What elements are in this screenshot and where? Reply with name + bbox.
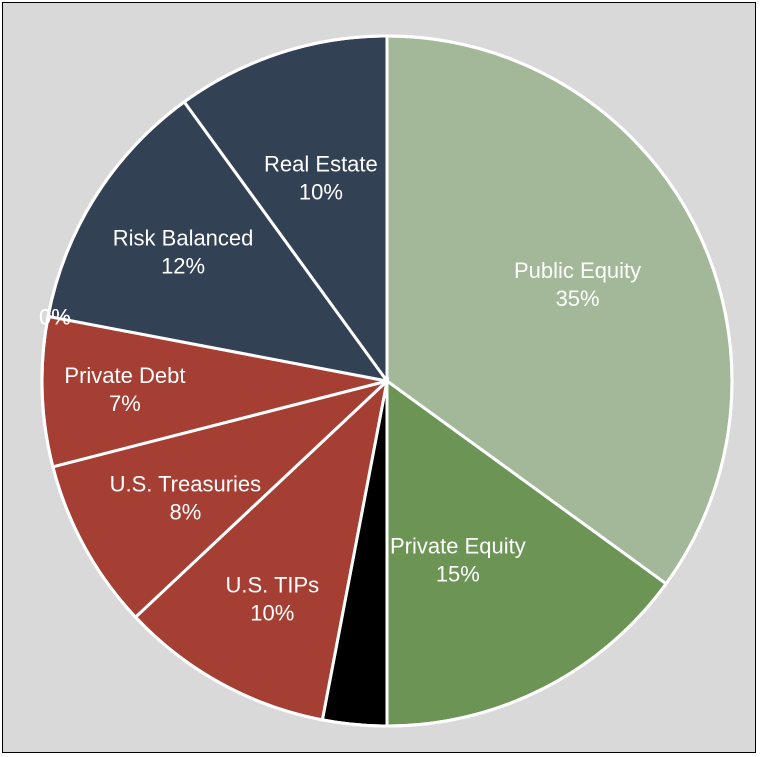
pie-chart: Public Equity 35% Private Equity 15% U.S. TI… — [39, 34, 734, 728]
slice-label-other-7: 0% — [39, 305, 71, 330]
slice-label-risk-balanced-8: Risk Balanced 12% — [113, 226, 254, 279]
slice-label-blank-6: 0% — [39, 305, 71, 330]
pie-outline — [40, 34, 734, 728]
slice-label-private-equity-1: Private Equity 15% — [390, 533, 526, 586]
slice-label-real-estate-9: Real Estate 10% — [264, 152, 378, 205]
slice-label-public-equity-0: Public Equity 35% — [514, 258, 641, 311]
slice-label-u-s-treasuries-4: U.S. Treasuries 8% — [110, 471, 262, 524]
slice-label-u-s-tips-3: U.S. TIPs 10% — [225, 573, 319, 626]
pie-slices — [40, 34, 734, 728]
pie-labels: Public Equity 35% Private Equity 15% U.S. TI… — [39, 152, 641, 626]
slice-label-private-debt-5: Private Debt 7% — [64, 363, 185, 416]
